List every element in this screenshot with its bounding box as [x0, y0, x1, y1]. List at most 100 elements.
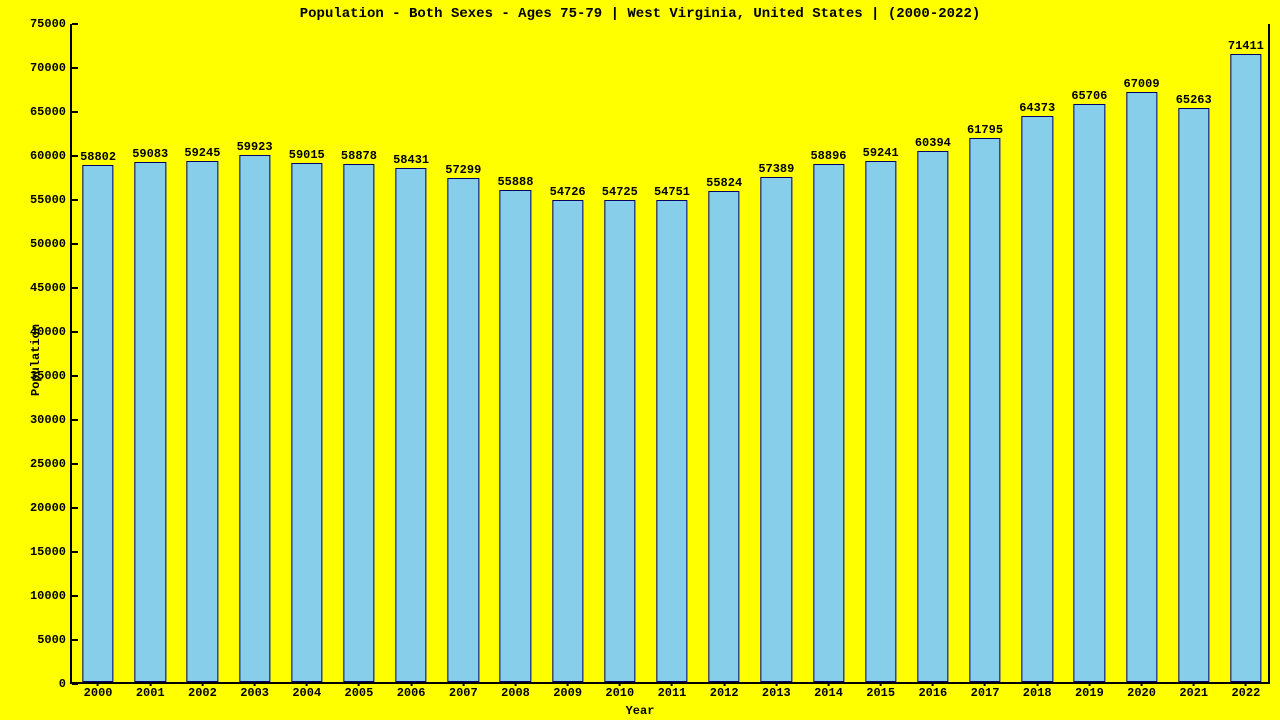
bar-value-label: 58896 [810, 149, 846, 163]
bar-value-label: 59241 [863, 146, 899, 160]
x-tick: 2013 [762, 686, 791, 700]
bar-value-label: 59015 [289, 148, 325, 162]
x-tick: 2012 [710, 686, 739, 700]
bar-slot: 670092020 [1115, 22, 1167, 682]
bar-value-label: 55888 [497, 175, 533, 189]
bar-slot: 643732018 [1011, 22, 1063, 682]
bar-value-label: 67009 [1124, 77, 1160, 91]
y-tick: 20000 [30, 501, 72, 515]
bar-value-label: 58431 [393, 153, 429, 167]
bar: 65706 [1074, 104, 1105, 682]
x-tick: 2010 [605, 686, 634, 700]
bar-slot: 657062019 [1063, 22, 1115, 682]
x-tick: 2011 [658, 686, 687, 700]
bar-slot: 547512011 [646, 22, 698, 682]
y-tick: 40000 [30, 325, 72, 339]
bar-slot: 714112022 [1220, 22, 1272, 682]
x-tick: 2018 [1023, 686, 1052, 700]
bar-slot: 599232003 [229, 22, 281, 682]
y-tick: 10000 [30, 589, 72, 603]
bar-value-label: 71411 [1228, 39, 1264, 53]
bar-slot: 652632021 [1168, 22, 1220, 682]
bar-value-label: 58802 [80, 150, 116, 164]
y-tick: 15000 [30, 545, 72, 559]
bar-slot: 590152004 [281, 22, 333, 682]
bar: 54751 [656, 200, 687, 682]
bar: 58878 [343, 164, 374, 682]
x-tick: 2017 [971, 686, 1000, 700]
x-tick: 2007 [449, 686, 478, 700]
bar: 54726 [552, 200, 583, 682]
bar: 58802 [82, 165, 113, 682]
bar: 67009 [1126, 92, 1157, 682]
y-tick: 50000 [30, 237, 72, 251]
y-tick: 0 [59, 677, 72, 691]
y-tick: 35000 [30, 369, 72, 383]
bar-value-label: 54751 [654, 185, 690, 199]
bar: 59015 [291, 163, 322, 682]
bar: 61795 [969, 138, 1000, 682]
x-axis-label: Year [0, 704, 1280, 718]
bar: 54725 [604, 200, 635, 682]
bar-value-label: 58878 [341, 149, 377, 163]
x-tick: 2005 [345, 686, 374, 700]
bar-value-label: 59923 [237, 140, 273, 154]
bar-slot: 547262009 [542, 22, 594, 682]
bar-slot: 592452002 [176, 22, 228, 682]
bar-value-label: 61795 [967, 123, 1003, 137]
x-tick: 2016 [918, 686, 947, 700]
bar-value-label: 57299 [445, 163, 481, 177]
bar-slot: 573892013 [750, 22, 802, 682]
bar-value-label: 65263 [1176, 93, 1212, 107]
bar-slot: 588022000 [72, 22, 124, 682]
y-tick: 30000 [30, 413, 72, 427]
x-tick: 2022 [1231, 686, 1260, 700]
bar-value-label: 65706 [1071, 89, 1107, 103]
x-tick: 2006 [397, 686, 426, 700]
y-tick: 60000 [30, 149, 72, 163]
bar-slot: 558882008 [489, 22, 541, 682]
bar-value-label: 64373 [1019, 101, 1055, 115]
y-tick: 5000 [37, 633, 72, 647]
x-tick: 2001 [136, 686, 165, 700]
bar: 55888 [500, 190, 531, 682]
bar: 59241 [865, 161, 896, 682]
plot-area: 5880220005908320015924520025992320035901… [70, 24, 1270, 684]
x-tick: 2002 [188, 686, 217, 700]
bar-slot: 584312006 [385, 22, 437, 682]
y-tick: 25000 [30, 457, 72, 471]
bar: 65263 [1178, 108, 1209, 682]
y-tick: 75000 [30, 17, 72, 31]
bar-value-label: 54726 [550, 185, 586, 199]
bar: 58431 [395, 168, 426, 682]
bar-slot: 590832001 [124, 22, 176, 682]
bar: 59083 [135, 162, 166, 682]
x-tick: 2003 [240, 686, 269, 700]
bar: 59245 [187, 161, 218, 682]
x-tick: 2020 [1127, 686, 1156, 700]
bar-value-label: 57389 [758, 162, 794, 176]
bar-value-label: 59083 [132, 147, 168, 161]
y-tick: 65000 [30, 105, 72, 119]
bar-slot: 603942016 [907, 22, 959, 682]
bar-slot: 547252010 [594, 22, 646, 682]
bar-value-label: 54725 [602, 185, 638, 199]
x-tick: 2015 [866, 686, 895, 700]
bar-value-label: 59245 [184, 146, 220, 160]
bar-slot: 588962014 [802, 22, 854, 682]
bar: 71411 [1230, 54, 1261, 682]
x-tick: 2008 [501, 686, 530, 700]
bar: 57299 [448, 178, 479, 682]
chart-title: Population - Both Sexes - Ages 75-79 | W… [0, 6, 1280, 22]
bar-value-label: 60394 [915, 136, 951, 150]
y-tick: 70000 [30, 61, 72, 75]
bar-slot: 617952017 [959, 22, 1011, 682]
x-tick: 2004 [292, 686, 321, 700]
bar-value-label: 55824 [706, 176, 742, 190]
bar-slot: 558242012 [698, 22, 750, 682]
bar-slot: 572992007 [437, 22, 489, 682]
bar: 57389 [761, 177, 792, 682]
x-tick: 2019 [1075, 686, 1104, 700]
bar: 58896 [813, 164, 844, 682]
bar: 55824 [709, 191, 740, 682]
